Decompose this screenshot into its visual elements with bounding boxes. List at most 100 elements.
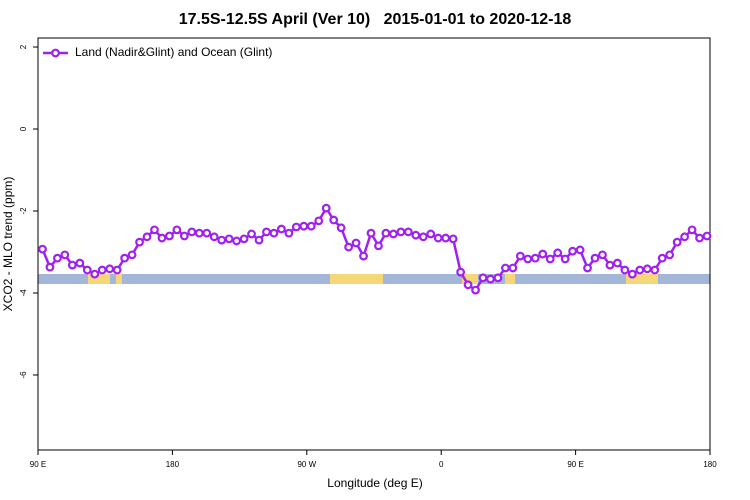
data-point [374, 241, 383, 251]
data-point [657, 253, 667, 263]
data-point [254, 235, 264, 245]
data-point [90, 269, 100, 279]
data-point [67, 260, 77, 270]
data-point [680, 232, 690, 242]
data-point [277, 224, 286, 234]
data-point [284, 228, 294, 238]
data-point [262, 227, 271, 237]
data-point [381, 228, 391, 238]
data-point [523, 254, 533, 264]
data-point [426, 229, 436, 239]
data-point [396, 227, 406, 237]
data-point [605, 260, 615, 270]
data-point [38, 244, 47, 254]
data-point [45, 262, 55, 272]
data-point [165, 231, 174, 241]
data-point [672, 237, 682, 247]
data-point [157, 233, 167, 243]
data-point [635, 265, 645, 275]
data-point [172, 225, 182, 235]
data-point [471, 285, 480, 295]
data-point [695, 233, 704, 243]
data-point [53, 253, 62, 263]
data-point [553, 248, 563, 258]
data-point [501, 263, 510, 273]
data-point [598, 250, 607, 260]
data-point [441, 233, 451, 243]
data-point [642, 264, 652, 274]
chart-title: 17.5S-12.5S April (Ver 10) 2015-01-01 to… [179, 11, 572, 28]
x-tick-label: 0 [439, 460, 444, 469]
data-point [105, 264, 115, 274]
x-axis-label: Longitude (deg E) [327, 476, 422, 490]
x-tick-label: 180 [703, 460, 717, 469]
data-point [82, 265, 92, 275]
y-tick-label: 0 [19, 126, 28, 131]
y-tick-label: -6 [19, 371, 28, 379]
data-point [650, 265, 660, 275]
data-point [187, 227, 197, 237]
data-point [493, 273, 503, 283]
data-point [269, 228, 279, 238]
data-point [508, 263, 518, 273]
y-axis-label: XCO2 - MLO trend (ppm) [1, 177, 15, 312]
data-point [538, 249, 548, 259]
data-point [321, 203, 331, 213]
data-point [568, 246, 578, 256]
data-point [530, 253, 540, 263]
data-point [545, 254, 555, 264]
data-point [583, 263, 592, 273]
y-tick-label: -4 [19, 289, 28, 297]
x-tick-label: 90 E [30, 460, 46, 469]
data-point [486, 274, 495, 284]
data-point [179, 231, 189, 241]
x-tick-label: 180 [166, 460, 180, 469]
data-point [344, 242, 354, 252]
data-point [366, 228, 376, 238]
land-segments [88, 274, 658, 284]
y-tick-label: -2 [19, 207, 28, 215]
data-point [627, 269, 637, 279]
data-point [224, 234, 234, 244]
data-point [112, 265, 122, 275]
data-point [75, 258, 85, 268]
legend-marker [51, 48, 60, 58]
plot-frame [37, 37, 711, 451]
data-point [291, 222, 301, 232]
data-point [209, 232, 219, 242]
data-point [351, 238, 361, 248]
x-tick-label: 90 E [567, 460, 583, 469]
data-point [575, 245, 585, 255]
x-tick-label: 90 W [297, 460, 316, 469]
data-point [448, 234, 458, 244]
data-point [120, 253, 130, 263]
data-point [560, 254, 570, 264]
data-point [620, 265, 630, 275]
data-point [590, 253, 600, 263]
data-point [433, 233, 443, 243]
data-point [127, 250, 137, 260]
data-point [418, 232, 428, 242]
data-point [142, 232, 152, 242]
data-point [613, 258, 622, 268]
data-point [202, 228, 212, 238]
data-point [239, 234, 249, 244]
data-point [411, 230, 421, 240]
data-point [232, 236, 242, 246]
data-point [336, 223, 346, 233]
data-point [194, 228, 204, 238]
data-point [314, 216, 324, 226]
data-point [389, 229, 398, 239]
data-point [687, 225, 697, 235]
data-point [135, 237, 144, 247]
data-point [247, 229, 256, 239]
data-point [665, 250, 675, 260]
data-point [299, 221, 309, 231]
data-point [217, 235, 227, 245]
data-point [515, 251, 525, 261]
data-point [60, 250, 70, 260]
data-point [478, 273, 488, 283]
data-point [463, 280, 473, 290]
y-tick-label: 2 [19, 44, 28, 49]
